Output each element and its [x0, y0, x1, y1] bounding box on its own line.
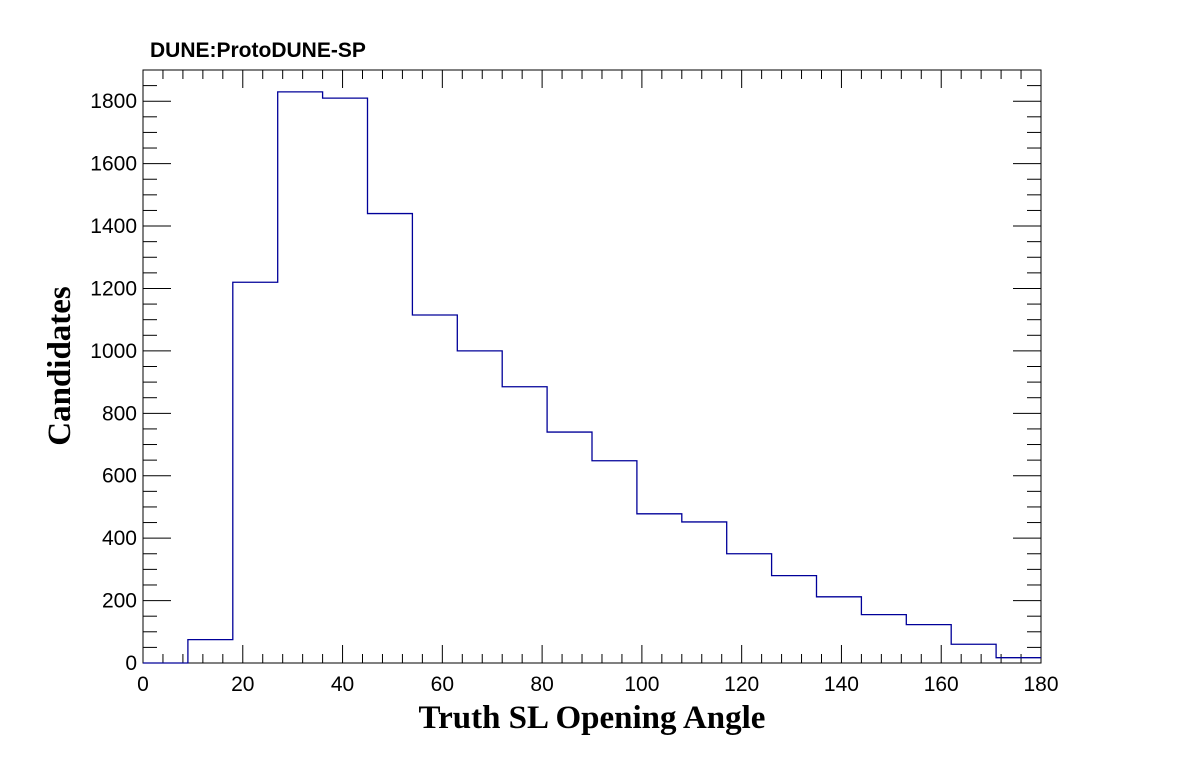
histogram-bin [951, 644, 996, 663]
y-tick-label: 1000 [90, 340, 137, 363]
histogram-bin [682, 522, 727, 663]
histogram-series-line [143, 91, 1041, 664]
y-tick-label: 800 [102, 402, 137, 425]
histogram-bin [188, 640, 233, 663]
chart-title: DUNE:ProtoDUNE-SP [150, 39, 366, 62]
histogram-bins [188, 92, 1041, 663]
histogram-bin [996, 658, 1041, 663]
y-tick-label: 1800 [90, 90, 137, 113]
x-tick-label: 20 [231, 673, 254, 696]
histogram-bin [278, 92, 323, 663]
y-tick-label: 200 [102, 590, 137, 613]
x-tick-label: 100 [624, 673, 659, 696]
histogram-bin [457, 351, 502, 663]
x-tick-label: 160 [924, 673, 959, 696]
x-tick-label: 80 [530, 673, 553, 696]
y-tick-label: 1400 [90, 215, 137, 238]
histogram-bin [368, 214, 413, 663]
y-tick-label: 600 [102, 465, 137, 488]
histogram-bin [637, 514, 682, 663]
y-axis-label: Candidates [42, 286, 78, 446]
histogram-bin [727, 554, 772, 663]
histogram-bin [502, 387, 547, 663]
x-axis-tick-labels: 0 20 40 60 80 100 120 140 160 180 [137, 673, 1058, 696]
y-tick-label: 400 [102, 527, 137, 550]
histogram-bin [592, 461, 637, 663]
x-axis-label: Truth SL Opening Angle [419, 700, 766, 736]
histogram-bin [323, 98, 368, 663]
x-tick-label: 40 [331, 673, 354, 696]
histogram-bin [861, 615, 906, 663]
y-tick-label: 0 [125, 652, 137, 675]
histogram-bin [233, 282, 278, 663]
x-tick-label: 120 [724, 673, 759, 696]
x-axis-ticks [142, 70, 1042, 663]
histogram-bin [547, 432, 592, 663]
x-tick-label: 60 [431, 673, 454, 696]
y-tick-label: 1600 [90, 153, 137, 176]
histogram-bin [412, 315, 457, 663]
x-tick-label: 140 [824, 673, 859, 696]
y-axis-tick-labels: 0 200 400 600 800 1000 1200 1400 1600 1800 [90, 90, 137, 675]
y-axis-ticks [143, 69, 1041, 664]
histogram-bin [817, 597, 862, 663]
x-tick-label: 0 [137, 673, 149, 696]
histogram-bin [906, 625, 951, 663]
histogram-bin [772, 576, 817, 663]
y-tick-label: 1200 [90, 277, 137, 300]
x-tick-label: 180 [1023, 673, 1058, 696]
